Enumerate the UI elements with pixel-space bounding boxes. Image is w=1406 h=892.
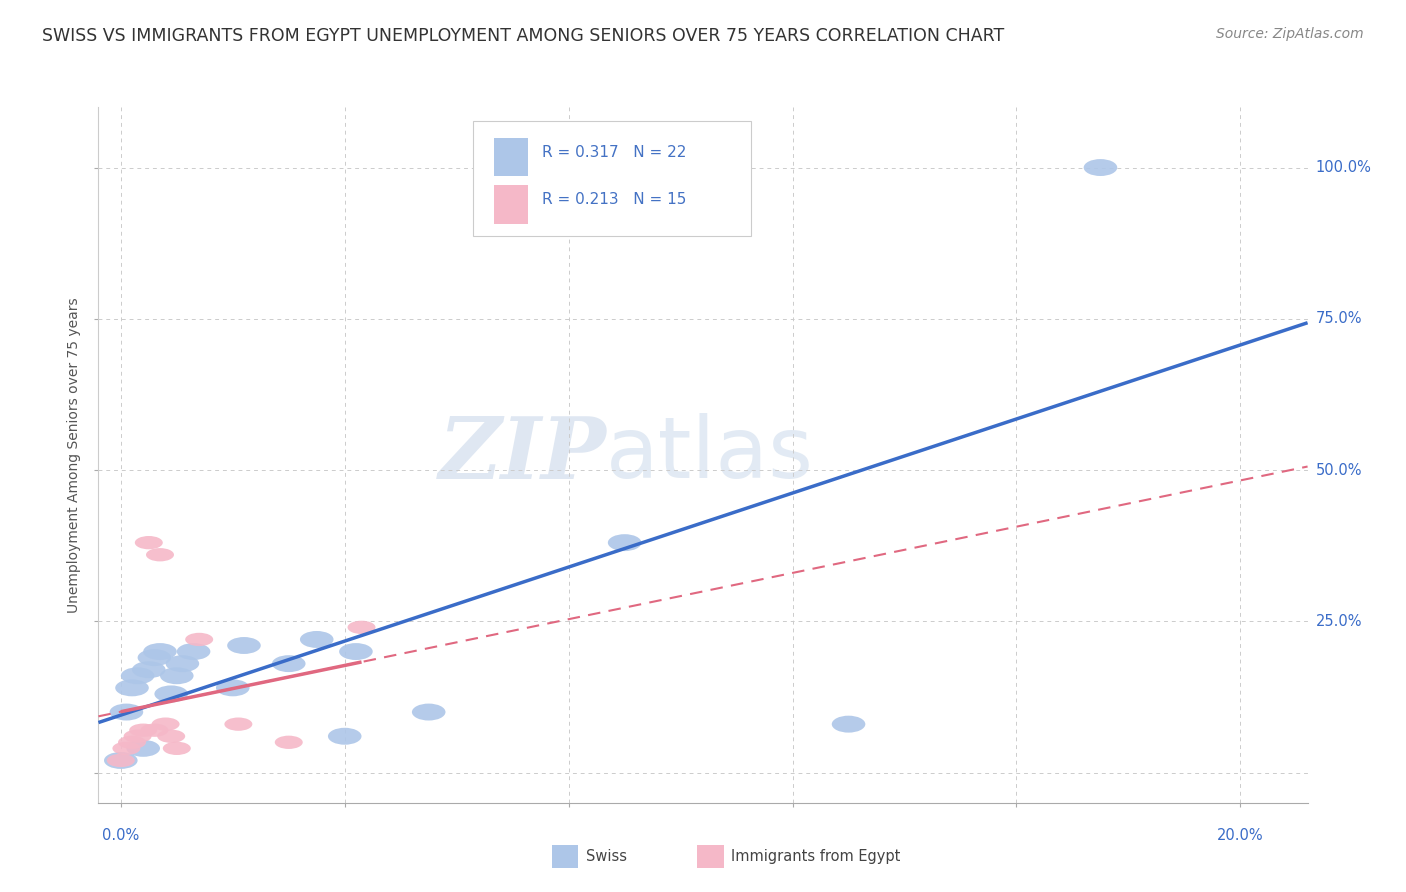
Ellipse shape [135,536,163,549]
Text: Swiss: Swiss [586,849,627,863]
FancyBboxPatch shape [494,138,527,177]
Ellipse shape [129,723,157,737]
Ellipse shape [832,715,865,732]
Ellipse shape [121,667,155,684]
Text: 20.0%: 20.0% [1218,828,1264,843]
Text: Immigrants from Egypt: Immigrants from Egypt [731,849,900,863]
Ellipse shape [228,637,260,654]
Text: Source: ZipAtlas.com: Source: ZipAtlas.com [1216,27,1364,41]
Ellipse shape [152,717,180,731]
Ellipse shape [115,680,149,697]
Ellipse shape [127,739,160,756]
Text: SWISS VS IMMIGRANTS FROM EGYPT UNEMPLOYMENT AMONG SENIORS OVER 75 YEARS CORRELAT: SWISS VS IMMIGRANTS FROM EGYPT UNEMPLOYM… [42,27,1004,45]
Ellipse shape [118,736,146,749]
Ellipse shape [110,704,143,721]
Text: 50.0%: 50.0% [1316,463,1362,477]
Text: R = 0.213   N = 15: R = 0.213 N = 15 [543,193,686,208]
Y-axis label: Unemployment Among Seniors over 75 years: Unemployment Among Seniors over 75 years [67,297,82,613]
Ellipse shape [412,704,446,721]
Ellipse shape [607,534,641,551]
Ellipse shape [186,632,214,646]
Ellipse shape [104,752,138,769]
Ellipse shape [143,643,177,660]
Ellipse shape [155,685,188,702]
Ellipse shape [112,741,141,755]
Ellipse shape [274,736,302,749]
Text: 0.0%: 0.0% [103,828,139,843]
Ellipse shape [107,754,135,767]
Text: 100.0%: 100.0% [1316,160,1372,175]
FancyBboxPatch shape [551,846,578,868]
Text: 25.0%: 25.0% [1316,614,1362,629]
Text: R = 0.317   N = 22: R = 0.317 N = 22 [543,145,686,160]
Ellipse shape [166,656,200,672]
Ellipse shape [160,667,194,684]
Text: ZIP: ZIP [439,413,606,497]
Ellipse shape [124,730,152,743]
Ellipse shape [157,730,186,743]
Ellipse shape [163,741,191,755]
Ellipse shape [138,649,172,666]
Ellipse shape [177,643,211,660]
Ellipse shape [225,717,252,731]
FancyBboxPatch shape [697,846,724,868]
Ellipse shape [328,728,361,745]
Ellipse shape [146,548,174,561]
Ellipse shape [217,680,250,697]
FancyBboxPatch shape [494,186,527,224]
Text: 75.0%: 75.0% [1316,311,1362,326]
Ellipse shape [299,631,333,648]
Ellipse shape [132,661,166,678]
Ellipse shape [339,643,373,660]
Ellipse shape [271,656,305,672]
Ellipse shape [347,621,375,634]
FancyBboxPatch shape [474,121,751,235]
Ellipse shape [1084,159,1118,176]
Text: atlas: atlas [606,413,814,497]
Ellipse shape [141,723,169,737]
